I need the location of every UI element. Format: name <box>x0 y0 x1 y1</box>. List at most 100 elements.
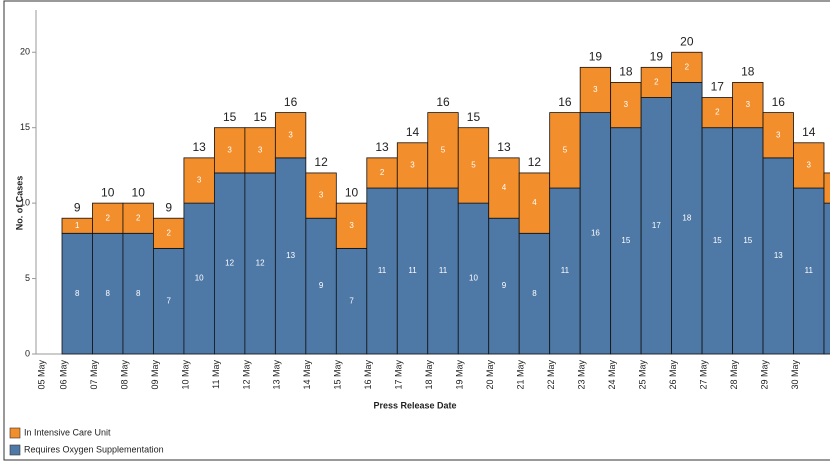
segment-label: 9 <box>319 281 324 290</box>
bar-segment <box>244 127 276 174</box>
bar-segment <box>274 112 307 159</box>
total-label: 20 <box>680 34 694 48</box>
bar-segment <box>518 172 551 234</box>
segment-label: 15 <box>743 236 752 245</box>
y-tick-label: 20 <box>20 47 30 57</box>
segment-label: 2 <box>166 228 171 237</box>
total-label: 15 <box>223 110 237 124</box>
segment-label: 3 <box>258 145 263 154</box>
bar-segment <box>122 202 154 234</box>
total-label: 14 <box>802 125 816 139</box>
bar-segment <box>396 142 429 189</box>
x-tick-label: 05 May <box>36 360 46 390</box>
bar-segment <box>396 187 429 355</box>
bar-segment <box>183 202 215 355</box>
segment-label: 8 <box>75 289 80 298</box>
bar-segment <box>92 202 124 234</box>
segment-label: 12 <box>256 259 265 268</box>
bar-segment <box>335 202 368 249</box>
bar-segment <box>610 127 642 355</box>
x-tick-label: 29 May <box>759 360 769 390</box>
segment-label: 2 <box>715 108 720 117</box>
segment-label: 2 <box>105 213 110 222</box>
bar-segment <box>274 157 307 355</box>
bar-segment <box>92 232 124 355</box>
bar-segment <box>366 157 398 189</box>
segment-label: 5 <box>441 145 446 154</box>
total-label: 15 <box>467 110 481 124</box>
legend-swatch <box>9 444 21 456</box>
x-tick-label: 22 May <box>546 360 556 390</box>
x-axis-label: Press Release Date <box>373 400 456 410</box>
y-tick-label: 15 <box>20 122 30 132</box>
bar-segment <box>640 66 672 98</box>
bar-segment <box>61 232 93 355</box>
segment-label: 3 <box>410 161 415 170</box>
x-tick-label: 21 May <box>516 360 526 390</box>
bar-segment <box>671 51 703 83</box>
x-tick-label: 11 May <box>211 360 221 389</box>
bar-segment <box>762 112 794 159</box>
x-tick-label: 17 May <box>394 360 404 390</box>
bar-segment <box>823 202 830 355</box>
segment-label: 3 <box>624 100 629 109</box>
bar-segment <box>793 187 825 355</box>
x-tick-label: 23 May <box>577 360 587 390</box>
bar-segment <box>305 217 337 355</box>
x-tick-label: 14 May <box>302 360 312 390</box>
segment-label: 3 <box>776 130 781 139</box>
segment-label: 3 <box>319 191 324 200</box>
segment-label: 12 <box>225 259 234 268</box>
segment-label: 3 <box>288 130 293 139</box>
bar-segment <box>457 127 490 204</box>
segment-label: 18 <box>682 213 691 222</box>
total-label: 16 <box>284 95 298 109</box>
total-label: 19 <box>650 50 664 64</box>
segment-label: 3 <box>746 100 751 109</box>
segment-label: 7 <box>166 296 171 305</box>
legend-label: Requires Oxygen Supplementation <box>24 444 164 454</box>
segment-label: 7 <box>349 296 354 305</box>
segment-label: 2 <box>685 62 690 71</box>
x-tick-label: 18 May <box>424 360 434 390</box>
segment-label: 10 <box>469 274 478 283</box>
y-axis-label: No. of Cases <box>14 176 24 231</box>
x-tick-label: 09 May <box>150 360 160 390</box>
legend-swatch <box>9 427 21 439</box>
bar-segment <box>488 157 520 219</box>
bar-segment <box>762 157 794 355</box>
segment-label: 11 <box>805 266 814 275</box>
x-tick-label: 20 May <box>485 360 495 390</box>
segment-label: 3 <box>349 221 354 230</box>
x-tick-label: 24 May <box>607 360 617 390</box>
segment-label: 3 <box>227 145 232 154</box>
total-label: 10 <box>101 185 115 199</box>
segment-label: 17 <box>652 221 661 230</box>
total-label: 9 <box>74 200 81 214</box>
segment-label: 5 <box>563 145 568 154</box>
total-label: 10 <box>132 185 146 199</box>
bar-segment <box>427 187 459 355</box>
segment-label: 8 <box>532 289 537 298</box>
bar-segment <box>305 172 337 219</box>
total-label: 14 <box>406 125 420 139</box>
total-label: 12 <box>314 155 328 169</box>
bar-segment <box>579 66 612 113</box>
segment-label: 15 <box>713 236 722 245</box>
bar-segment <box>427 112 459 189</box>
segment-label: 11 <box>378 266 387 275</box>
bar-segment <box>671 82 703 355</box>
bar-segment <box>549 112 581 189</box>
segment-label: 8 <box>136 289 141 298</box>
bar-segment <box>335 247 368 355</box>
bar-segment <box>488 217 520 355</box>
x-tick-label: 13 May <box>272 360 282 390</box>
x-tick-label: 19 May <box>455 360 465 390</box>
segment-label: 5 <box>471 161 476 170</box>
segment-label: 2 <box>380 168 385 177</box>
segment-label: 8 <box>105 289 110 298</box>
x-tick-label: 30 May <box>790 360 800 390</box>
bar-segment <box>122 232 154 355</box>
total-label: 13 <box>497 140 511 154</box>
